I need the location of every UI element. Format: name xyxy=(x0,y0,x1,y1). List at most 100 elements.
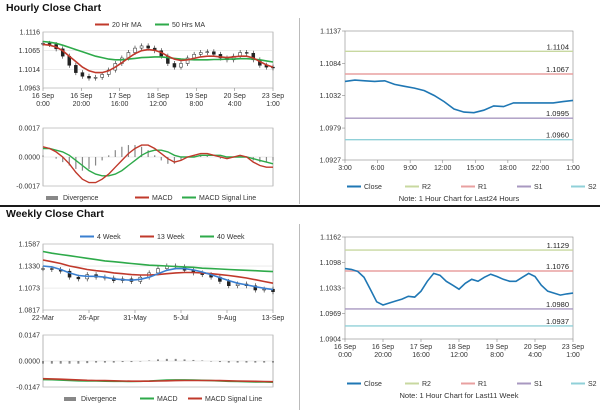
hourly-pivot-ytick-label: 1.0979 xyxy=(320,126,342,133)
hourly-macd-ytick-label: 0.0000 xyxy=(19,155,41,162)
hourly-pivot-ytick-label: 1.0927 xyxy=(320,158,342,165)
hourly-pivot-legend-s2-label: S2 xyxy=(588,184,597,191)
hourly-price-ytick-label: 1.1014 xyxy=(19,67,41,74)
weekly-price-xtick-label: 5-Jul xyxy=(173,315,189,322)
hourly-legend-divergence-label: Divergence xyxy=(63,195,99,202)
weekly-price-xtick-label: 22-Mar xyxy=(32,315,55,322)
hourly-pivot-level-r2-label: 1.1104 xyxy=(547,42,569,51)
hourly-legend-macd-label: MACD xyxy=(152,195,173,202)
panel-divider xyxy=(299,224,300,410)
weekly-pivot-xtick-label: 23 Sep 1:00 xyxy=(562,344,584,359)
hourly-price-xtick-label: 23 Sep 1:00 xyxy=(262,93,284,108)
hourly-candle-body xyxy=(87,76,91,79)
hourly-candle-body xyxy=(179,63,183,68)
weekly-price-ytick-label: 1.1330 xyxy=(19,264,41,271)
weekly-pivot-level-r2-label: 1.1129 xyxy=(547,241,569,250)
weekly-candle-body xyxy=(41,268,45,270)
weekly-pivot-xtick-label: 17 Sep 16:00 xyxy=(410,344,432,359)
weekly-macd-ytick-label: -0.0147 xyxy=(16,385,40,392)
hourly-pivot-legend-r2-label: R2 xyxy=(422,184,431,191)
hourly-candle-body xyxy=(93,77,98,79)
weekly-pivot-xtick-label: 19 Sep 8:00 xyxy=(486,344,508,359)
weekly-section-title: Weekly Close Chart xyxy=(6,208,104,220)
weekly-candle-body xyxy=(50,268,54,270)
hourly-macd-ytick-label: -0.0017 xyxy=(16,184,40,191)
hourly-pivot-legend-s1-label: S1 xyxy=(534,184,543,191)
hourly-pivot-ytick-label: 1.1032 xyxy=(320,93,342,100)
hourly-pivot-ytick-label: 1.1084 xyxy=(320,61,342,68)
hourly-price-frame xyxy=(42,31,274,89)
section-separator xyxy=(0,205,600,207)
weekly-pivot-legend-r2-label: R2 xyxy=(422,381,431,388)
weekly-candle-body xyxy=(262,288,266,291)
hourly-pivot-xtick-label: 6:00 xyxy=(371,165,385,172)
hourly-price-xtick-label: 16 Sep 0:00 xyxy=(32,93,54,108)
weekly-candle-body xyxy=(235,283,240,286)
hourly-pivot-xtick-label: 15:00 xyxy=(467,165,485,172)
hourly-pivot-ytick-label: 1.1137 xyxy=(320,29,341,36)
weekly-ma4-line xyxy=(42,265,274,291)
weekly-legend-ma4-label: 4 Week xyxy=(97,234,121,241)
hourly-pivot-xtick-label: 9:00 xyxy=(403,165,417,172)
hourly-candle-body xyxy=(41,43,45,45)
hourly-candle-body xyxy=(100,74,104,78)
weekly-pivot-close-line xyxy=(344,267,574,306)
hourly-price-ytick-label: 1.1065 xyxy=(19,48,41,55)
weekly-pivot-ytick-label: 1.0969 xyxy=(320,311,342,318)
hourly-pivot-frame xyxy=(344,30,574,161)
hourly-pivot-xtick-label: 3:00 xyxy=(338,165,352,172)
weekly-legend-divergence-label: Divergence xyxy=(81,396,117,403)
panel-divider xyxy=(299,18,300,204)
hourly-ma50-line xyxy=(42,40,274,63)
weekly-pivot-legend-close-label: Close xyxy=(364,381,382,388)
weekly-price-xtick-label: 9-Aug xyxy=(218,315,237,322)
weekly-candle-body xyxy=(76,276,81,280)
hourly-macd-ytick-label: 0.0017 xyxy=(19,126,41,133)
weekly-pivot-xtick-label: 20 Sep 4:00 xyxy=(524,344,546,359)
hourly-pivot-xtick-label: 12:00 xyxy=(434,165,452,172)
hourly-candle-body xyxy=(172,63,177,68)
hourly-legend-ma20-label: 20 Hr MA xyxy=(112,22,142,29)
hourly-price-ytick-label: 1.0963 xyxy=(19,86,41,93)
weekly-pivot-level-s1-label: 1.0980 xyxy=(546,300,569,309)
hourly-ma20-line xyxy=(42,43,274,74)
weekly-candle-body xyxy=(227,281,231,286)
weekly-pivot-ytick-label: 1.1162 xyxy=(320,235,341,242)
weekly-price-ytick-label: 1.1073 xyxy=(19,286,41,293)
weekly-pivot-note: Note: 1 Hour Chart for Last11 Week xyxy=(400,391,519,400)
hourly-pivot-legend-close-label: Close xyxy=(364,184,382,191)
hourly-candle-body xyxy=(271,66,275,69)
hourly-candle-body xyxy=(146,45,150,49)
hourly-candle-body xyxy=(198,52,203,55)
weekly-ma40-line xyxy=(42,250,274,273)
hourly-pivot-xtick-label: 18:00 xyxy=(499,165,517,172)
hourly-legend-signal-label: MACD Signal Line xyxy=(199,195,256,202)
hourly-price-xtick-label: 16 Sep 20:00 xyxy=(70,93,92,108)
hourly-pivot-note: Note: 1 Hour Chart for Last24 Hours xyxy=(399,194,520,203)
weekly-price-ytick-label: 1.1587 xyxy=(19,242,41,249)
weekly-legend-macd-label: MACD xyxy=(157,396,178,403)
hourly-price-xtick-label: 17 Sep 16:00 xyxy=(109,93,131,108)
weekly-candle-body xyxy=(253,285,258,291)
weekly-pivot-xtick-label: 16 Sep 0:00 xyxy=(334,344,356,359)
hourly-macd-line xyxy=(42,144,273,184)
weekly-pivot-xtick-label: 18 Sep 12:00 xyxy=(448,344,470,359)
hourly-pivot-level-s2-label: 1.0960 xyxy=(546,131,569,140)
hourly-section-title: Hourly Close Chart xyxy=(6,2,102,14)
hourly-candle-body xyxy=(133,47,137,53)
hourly-pivot-xtick-label: 1:00 xyxy=(566,165,580,172)
weekly-legend-signal-label: MACD Signal Line xyxy=(205,396,262,403)
hourly-legend-ma50-label: 50 Hrs MA xyxy=(172,22,205,29)
weekly-legend-ma13-label: 13 Week xyxy=(157,234,185,241)
weekly-price-xtick-label: 26-Apr xyxy=(78,315,100,322)
hourly-price-xtick-label: 20 Sep 4:00 xyxy=(224,93,246,108)
weekly-pivot-level-s2-label: 1.0937 xyxy=(546,317,569,326)
hourly-pivot-legend-r1-label: R1 xyxy=(478,184,487,191)
hourly-candle-body xyxy=(80,72,85,77)
weekly-legend-divergence-swatch xyxy=(64,397,76,401)
hourly-price-xtick-label: 18 Sep 12:00 xyxy=(147,93,169,108)
hourly-candle-body xyxy=(139,45,144,49)
hourly-price-ytick-label: 1.1116 xyxy=(20,30,40,37)
weekly-price-xtick-label: 13-Sep xyxy=(262,315,285,322)
hourly-pivot-level-r1-label: 1.1067 xyxy=(546,65,569,74)
